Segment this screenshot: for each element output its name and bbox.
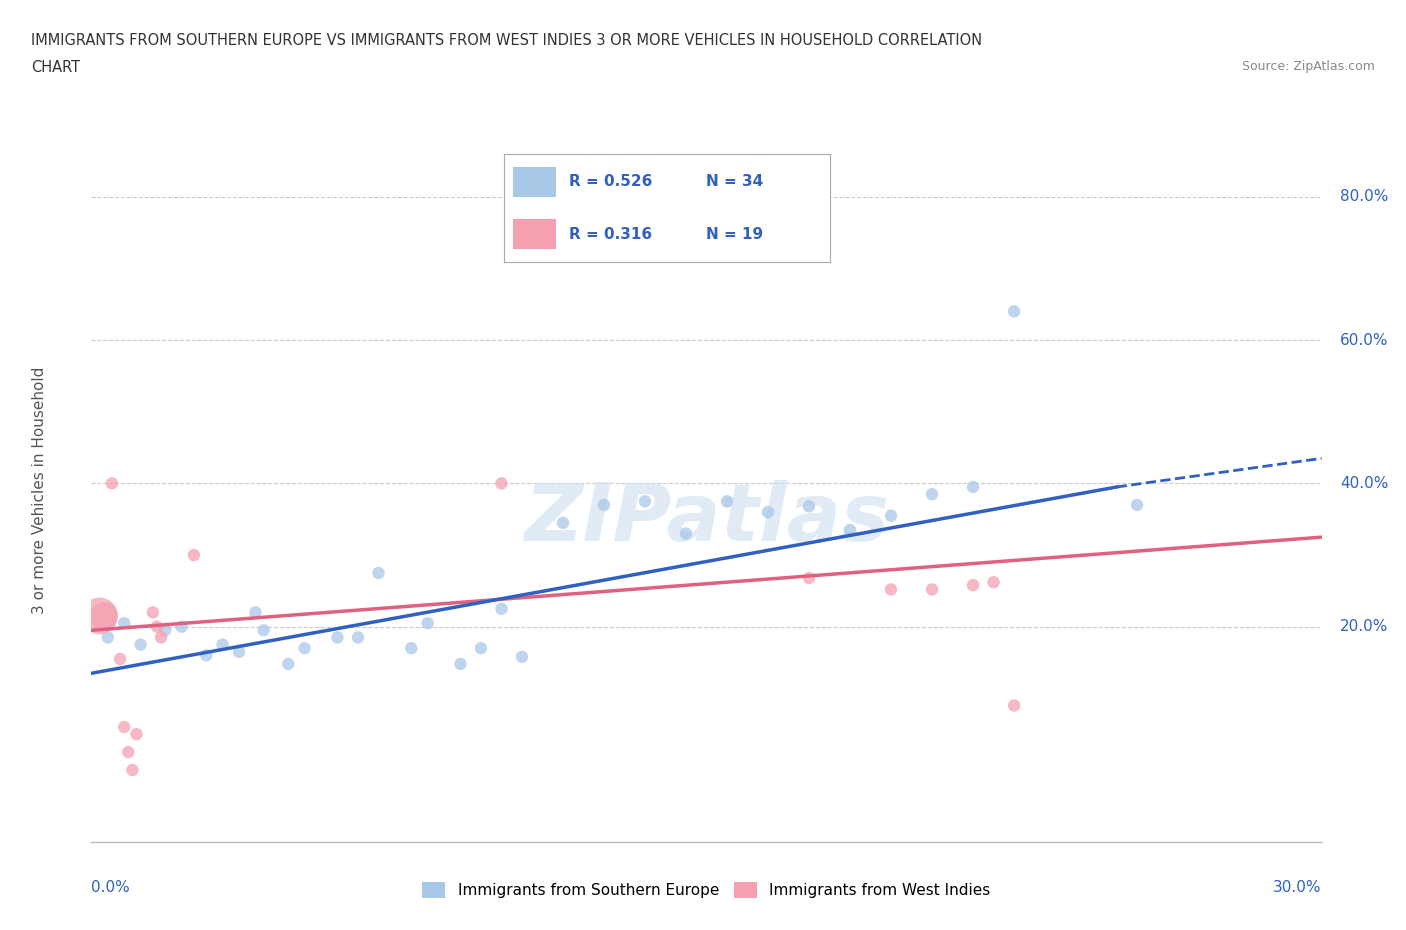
Point [125, 726, 148, 741]
Text: CHART: CHART [31, 60, 80, 75]
Point [117, 745, 139, 760]
Point [367, 565, 389, 580]
Point [551, 515, 574, 530]
Point [170, 619, 193, 634]
Point [756, 505, 779, 520]
Text: 40.0%: 40.0% [1340, 476, 1389, 491]
Point [101, 476, 124, 491]
Point [153, 623, 177, 638]
Point [449, 657, 471, 671]
Point [593, 498, 616, 512]
Point [142, 604, 165, 619]
Point [491, 476, 513, 491]
Text: ZIPatlas: ZIPatlas [524, 480, 889, 558]
Point [1126, 498, 1149, 512]
Text: 3 or more Vehicles in Household: 3 or more Vehicles in Household [32, 367, 48, 614]
Point [797, 498, 820, 513]
Point [211, 637, 233, 652]
Point [228, 644, 250, 659]
Point [183, 548, 205, 563]
Point [294, 641, 316, 656]
Point [510, 649, 533, 664]
Point [245, 604, 267, 619]
Point [470, 641, 492, 656]
Point [112, 616, 135, 631]
Point [716, 494, 738, 509]
Point [277, 657, 299, 671]
Point [93, 608, 115, 623]
Text: IMMIGRANTS FROM SOUTHERN EUROPE VS IMMIGRANTS FROM WEST INDIES 3 OR MORE VEHICLE: IMMIGRANTS FROM SOUTHERN EUROPE VS IMMIG… [31, 33, 981, 47]
Point [129, 637, 152, 652]
Point [399, 641, 422, 656]
Text: 60.0%: 60.0% [1340, 333, 1389, 348]
Point [839, 523, 862, 538]
Point [108, 652, 131, 667]
Point [1002, 304, 1025, 319]
Point [491, 602, 513, 617]
Text: Source: ZipAtlas.com: Source: ZipAtlas.com [1241, 60, 1375, 73]
Point [347, 630, 370, 644]
Point [880, 582, 903, 597]
Point [253, 623, 276, 638]
Point [195, 648, 218, 663]
Point [634, 494, 657, 509]
Point [416, 616, 439, 631]
Point [97, 630, 120, 644]
Text: 80.0%: 80.0% [1340, 190, 1389, 205]
Point [921, 582, 943, 597]
Point [797, 570, 820, 585]
Point [675, 526, 697, 541]
Point [326, 630, 349, 644]
Point [983, 575, 1005, 590]
Point [962, 480, 984, 495]
Point [146, 619, 169, 634]
Point [150, 630, 173, 644]
Point [121, 763, 143, 777]
Point [89, 608, 111, 623]
Point [112, 720, 135, 735]
Text: 0.0%: 0.0% [91, 881, 131, 896]
Text: 20.0%: 20.0% [1340, 619, 1389, 634]
Point [962, 578, 984, 592]
Point [921, 486, 943, 501]
Point [1002, 698, 1025, 713]
Point [880, 508, 903, 523]
Legend: Immigrants from Southern Europe, Immigrants from West Indies: Immigrants from Southern Europe, Immigra… [416, 876, 997, 904]
Text: 30.0%: 30.0% [1274, 881, 1322, 896]
